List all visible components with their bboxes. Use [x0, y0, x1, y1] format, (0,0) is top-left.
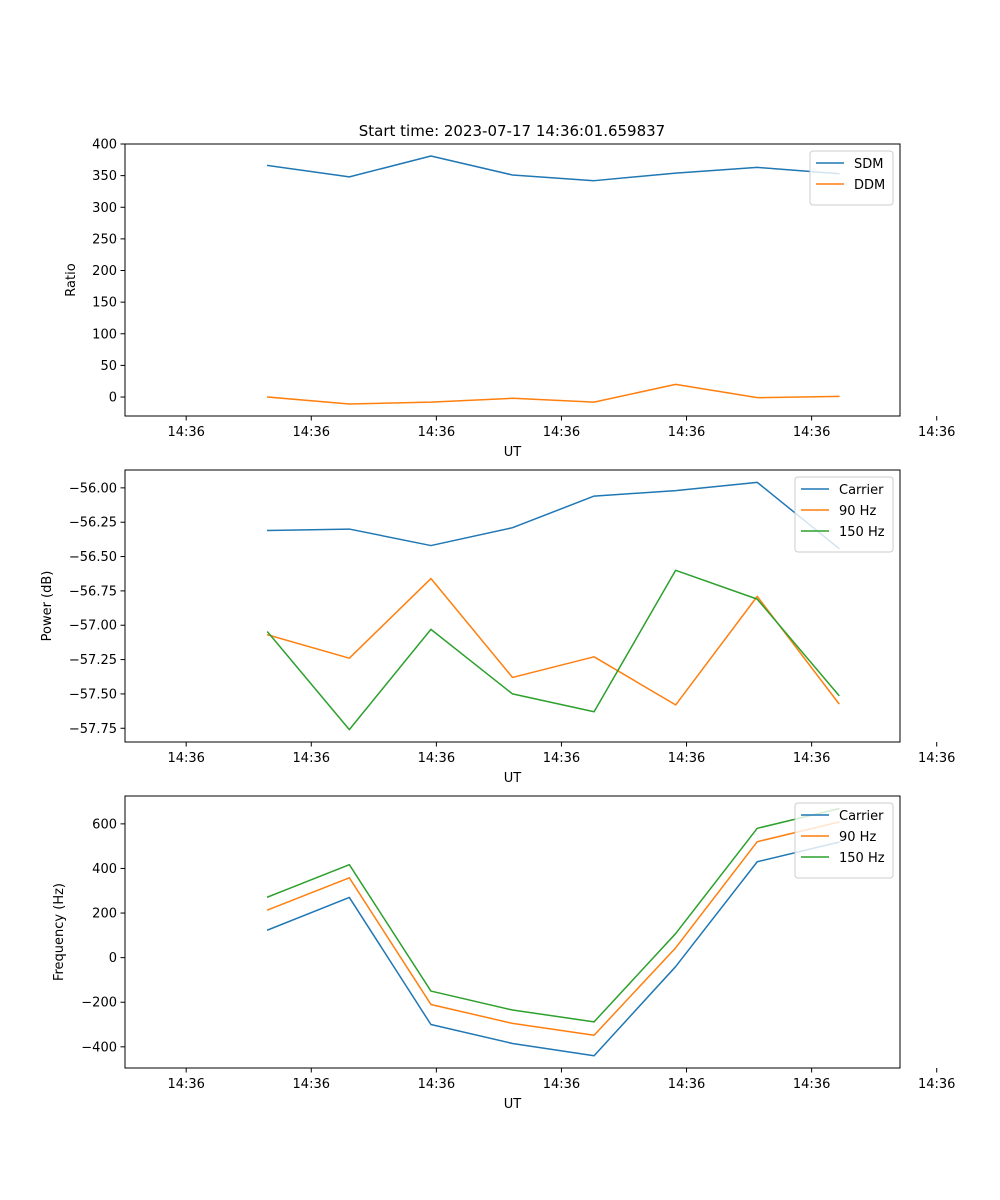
legend-box	[794, 476, 894, 553]
x-tick-label: 14:36	[167, 1077, 204, 1092]
chart-panel-1: 14:3614:3614:3614:3614:3614:3614:3614:37…	[64, 138, 955, 461]
x-axis-label: UT	[504, 445, 522, 460]
x-tick-label: 14:36	[668, 1077, 705, 1092]
series-line-ddm	[266, 383, 840, 405]
series-line-carrier	[266, 481, 840, 550]
y-tick-label: −57.00	[69, 619, 117, 634]
y-tick-label: −57.75	[69, 722, 117, 737]
y-tick-label: 400	[92, 138, 117, 153]
y-tick-label: 50	[100, 359, 117, 374]
chart-panel-2: 14:3614:3614:3614:3614:3614:3614:3614:37…	[40, 469, 955, 786]
legend-label: SDM	[854, 157, 883, 172]
legend: Carrier 90 Hz 150 Hz	[794, 476, 894, 553]
x-axis-label: UT	[504, 771, 522, 786]
y-tick-label: −400	[81, 1040, 117, 1055]
chart-panel-3: 14:3614:3614:3614:3614:3614:3614:3614:37…	[52, 795, 955, 1112]
y-tick-label: 150	[92, 296, 117, 311]
y-tick-label: 250	[92, 232, 117, 247]
y-tick-label: −57.25	[69, 653, 117, 668]
axes-frame	[124, 469, 901, 743]
x-tick-label: 14:36	[668, 425, 705, 440]
y-tick-label: 0	[109, 391, 117, 406]
y-tick-label: 400	[92, 862, 117, 877]
x-tick-label: 14:36	[793, 751, 830, 766]
series-line-150-hz	[266, 807, 840, 1023]
legend: SDM DDM	[809, 150, 894, 206]
x-tick-label: 14:36	[793, 425, 830, 440]
y-axis-label: Ratio	[64, 263, 79, 296]
x-tick-label: 14:36	[543, 751, 580, 766]
y-tick-label: 200	[92, 264, 117, 279]
y-axis-label: Power (dB)	[40, 571, 55, 642]
x-tick-label: 14:36	[918, 751, 955, 766]
x-tick-label: 14:36	[918, 1077, 955, 1092]
legend: Carrier 90 Hz 150 Hz	[794, 802, 894, 879]
x-tick-label: 14:36	[293, 425, 330, 440]
x-tick-label: 14:36	[668, 751, 705, 766]
y-tick-label: −57.50	[69, 687, 117, 702]
x-tick-label: 14:36	[543, 1077, 580, 1092]
x-tick-label: 14:36	[918, 425, 955, 440]
x-axis-label: UT	[504, 1097, 522, 1112]
legend-label: 90 Hz	[839, 504, 876, 519]
y-axis-label: Frequency (Hz)	[52, 883, 67, 981]
legend-box	[809, 150, 894, 206]
x-tick-label: 14:36	[293, 1077, 330, 1092]
y-tick-label: 100	[92, 327, 117, 342]
x-tick-label: 14:36	[167, 751, 204, 766]
series-line-90-hz	[266, 821, 840, 1036]
y-tick-label: 200	[92, 907, 117, 922]
x-tick-label: 14:36	[167, 425, 204, 440]
y-tick-label: −56.25	[69, 516, 117, 531]
axes-frame	[124, 143, 901, 417]
legend-label: Carrier	[839, 483, 884, 498]
x-tick-label: 14:36	[418, 751, 455, 766]
y-tick-label: −56.50	[69, 550, 117, 565]
legend-label: 150 Hz	[839, 851, 885, 866]
x-tick-label: 14:36	[293, 751, 330, 766]
legend-box	[794, 802, 894, 879]
series-line-sdm	[266, 155, 840, 182]
y-tick-label: −200	[81, 996, 117, 1011]
figure-title: Start time: 2023-07-17 14:36:01.659837	[359, 122, 665, 140]
x-tick-label: 14:36	[418, 1077, 455, 1092]
y-tick-label: −56.75	[69, 584, 117, 599]
legend-label: 90 Hz	[839, 830, 876, 845]
legend-label: DDM	[854, 178, 885, 193]
y-tick-label: −56.00	[69, 481, 117, 496]
legend-label: Carrier	[839, 809, 884, 824]
series-line-90-hz	[266, 577, 840, 706]
legend-label: 150 Hz	[839, 525, 885, 540]
series-line-150-hz	[266, 569, 840, 731]
x-tick-label: 14:36	[418, 425, 455, 440]
series-line-carrier	[266, 841, 840, 1057]
y-tick-label: 350	[92, 169, 117, 184]
y-tick-label: 600	[92, 817, 117, 832]
x-tick-label: 14:36	[793, 1077, 830, 1092]
y-tick-label: 0	[109, 951, 117, 966]
y-tick-label: 300	[92, 201, 117, 216]
x-tick-label: 14:36	[543, 425, 580, 440]
axes-frame	[124, 795, 901, 1069]
